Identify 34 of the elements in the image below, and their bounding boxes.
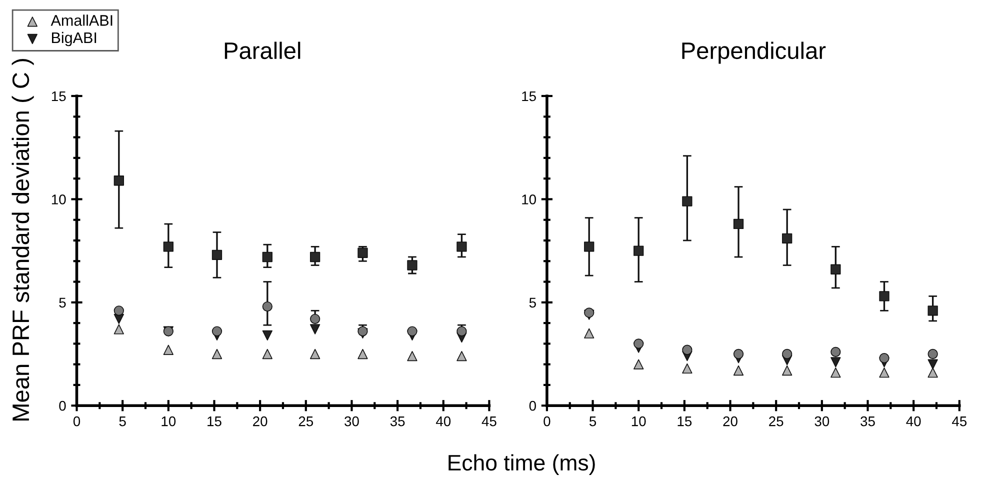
y-tick-label: 15 — [522, 91, 536, 102]
y-tick-label: 15 — [52, 91, 66, 102]
x-tick-label: 40 — [906, 416, 921, 426]
x-axis-title: Echo time (ms) — [448, 454, 595, 475]
chart-title: Perpendicular — [682, 42, 826, 64]
chart-title: Parallel — [224, 42, 300, 60]
y-axis-title: Mean PRF standard deviation ( C ) — [12, 59, 34, 420]
y-tick-label: 5 — [529, 298, 536, 308]
y-tick-label: 0 — [59, 400, 66, 411]
x-tick-label: 5 — [589, 416, 596, 426]
x-tick-label: 45 — [482, 416, 496, 426]
x-tick-label: 40 — [436, 416, 451, 426]
x-tick-label: 15 — [678, 416, 692, 426]
x-tick-label: 10 — [632, 416, 646, 426]
x-tick-label: 45 — [952, 416, 967, 426]
x-tick-label: 10 — [162, 416, 176, 426]
x-tick-label: 35 — [390, 416, 405, 426]
x-tick-label: 30 — [344, 416, 359, 426]
y-tick-label: 10 — [52, 194, 66, 204]
y-tick-label: 5 — [59, 298, 66, 308]
y-tick-label: 10 — [522, 194, 536, 204]
y-tick-label: 0 — [529, 400, 536, 411]
legend-label: AmallABI — [50, 14, 112, 26]
x-tick-label: 0 — [544, 416, 550, 426]
x-tick-label: 15 — [208, 416, 222, 426]
x-tick-label: 20 — [723, 416, 738, 426]
legend-label: BigABI — [52, 32, 96, 46]
x-tick-label: 5 — [119, 416, 126, 426]
x-tick-label: 35 — [860, 416, 875, 426]
x-tick-label: 30 — [814, 416, 830, 426]
x-tick-label: 0 — [73, 416, 80, 426]
x-tick-label: 20 — [253, 416, 268, 426]
x-tick-label: 25 — [298, 416, 314, 426]
x-tick-label: 25 — [769, 416, 784, 426]
